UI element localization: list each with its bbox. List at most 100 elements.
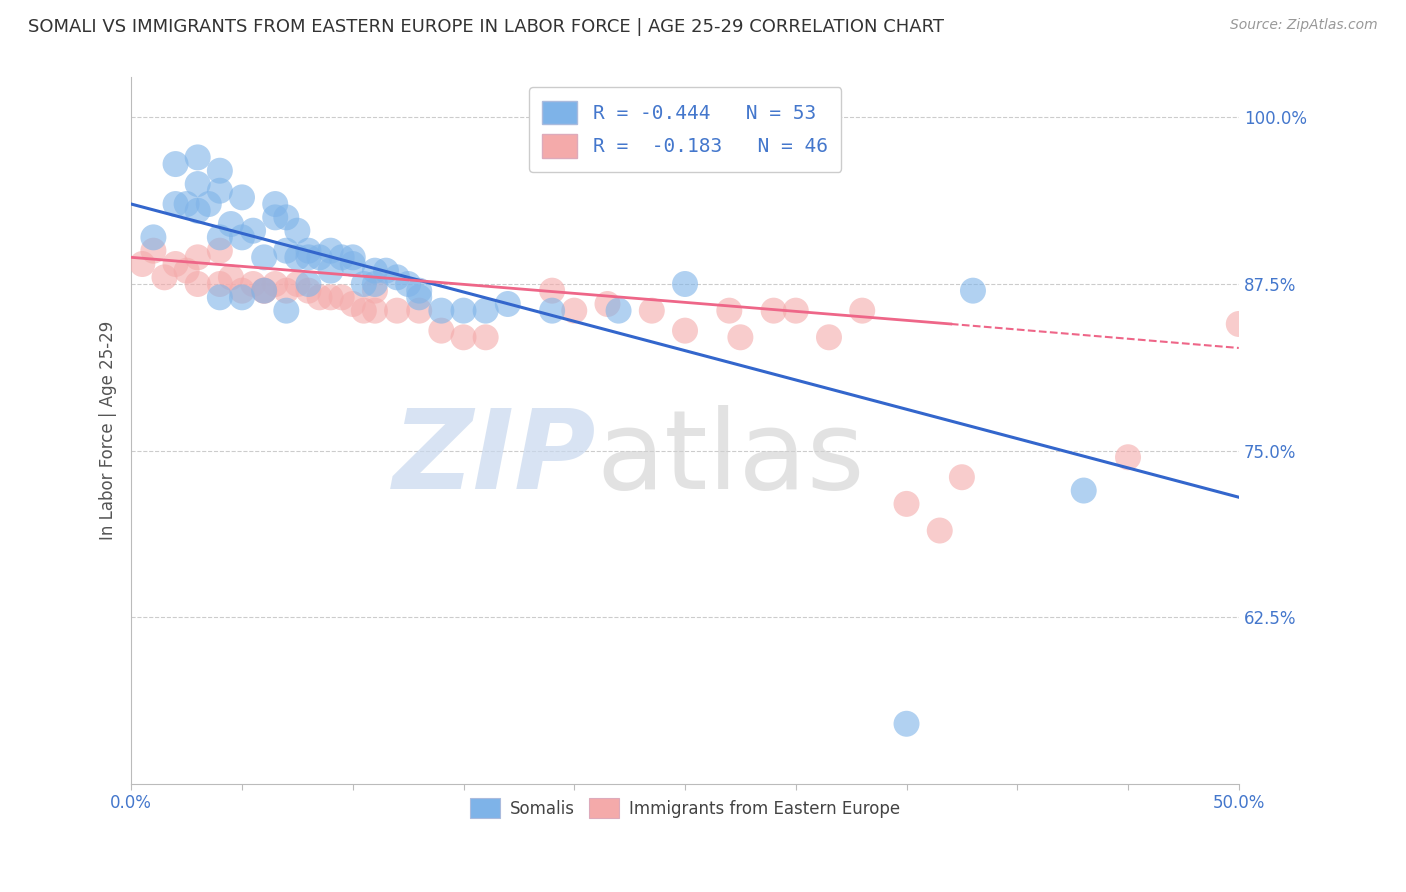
Point — [276, 303, 298, 318]
Point — [231, 290, 253, 304]
Point — [276, 244, 298, 258]
Point — [474, 330, 496, 344]
Point — [896, 497, 918, 511]
Point — [364, 277, 387, 291]
Point — [818, 330, 841, 344]
Point — [353, 277, 375, 291]
Point — [430, 324, 453, 338]
Point — [264, 211, 287, 225]
Point — [219, 270, 242, 285]
Point — [276, 284, 298, 298]
Point — [673, 277, 696, 291]
Point — [408, 290, 430, 304]
Point — [308, 251, 330, 265]
Point — [264, 277, 287, 291]
Point — [1227, 317, 1250, 331]
Point — [187, 177, 209, 191]
Text: Source: ZipAtlas.com: Source: ZipAtlas.com — [1230, 18, 1378, 32]
Point — [253, 284, 276, 298]
Point — [330, 290, 353, 304]
Point — [330, 251, 353, 265]
Point — [165, 257, 187, 271]
Point — [187, 251, 209, 265]
Point — [762, 303, 785, 318]
Point — [453, 303, 475, 318]
Point — [208, 230, 231, 244]
Point — [176, 197, 198, 211]
Point — [562, 303, 585, 318]
Point — [153, 270, 176, 285]
Legend: Somalis, Immigrants from Eastern Europe: Somalis, Immigrants from Eastern Europe — [464, 791, 907, 825]
Point — [453, 330, 475, 344]
Point — [297, 244, 319, 258]
Point — [242, 277, 264, 291]
Point — [718, 303, 741, 318]
Point — [264, 197, 287, 211]
Point — [253, 251, 276, 265]
Point — [673, 324, 696, 338]
Text: atlas: atlas — [596, 405, 865, 512]
Point — [385, 270, 408, 285]
Point — [950, 470, 973, 484]
Point — [319, 263, 342, 277]
Point — [928, 524, 950, 538]
Point — [607, 303, 630, 318]
Point — [430, 303, 453, 318]
Point — [408, 284, 430, 298]
Point — [342, 297, 364, 311]
Point — [142, 230, 165, 244]
Point — [297, 284, 319, 298]
Point — [165, 157, 187, 171]
Point — [187, 277, 209, 291]
Point — [308, 290, 330, 304]
Point — [730, 330, 752, 344]
Point — [297, 277, 319, 291]
Point — [219, 217, 242, 231]
Point — [1073, 483, 1095, 498]
Point — [364, 263, 387, 277]
Point — [242, 224, 264, 238]
Point — [851, 303, 873, 318]
Point — [253, 284, 276, 298]
Point — [596, 297, 619, 311]
Point — [319, 244, 342, 258]
Point — [187, 150, 209, 164]
Point — [253, 284, 276, 298]
Point — [962, 284, 984, 298]
Point — [287, 277, 309, 291]
Point — [342, 251, 364, 265]
Point — [208, 184, 231, 198]
Point — [287, 224, 309, 238]
Point — [208, 290, 231, 304]
Point — [364, 284, 387, 298]
Point — [641, 303, 664, 318]
Point — [474, 303, 496, 318]
Point — [197, 197, 219, 211]
Y-axis label: In Labor Force | Age 25-29: In Labor Force | Age 25-29 — [100, 321, 117, 541]
Point — [342, 257, 364, 271]
Point — [408, 303, 430, 318]
Text: ZIP: ZIP — [392, 405, 596, 512]
Point — [297, 251, 319, 265]
Point — [496, 297, 519, 311]
Text: SOMALI VS IMMIGRANTS FROM EASTERN EUROPE IN LABOR FORCE | AGE 25-29 CORRELATION : SOMALI VS IMMIGRANTS FROM EASTERN EUROPE… — [28, 18, 943, 36]
Point — [176, 263, 198, 277]
Point — [1116, 450, 1139, 465]
Point — [785, 303, 807, 318]
Point — [364, 303, 387, 318]
Point — [208, 277, 231, 291]
Point — [142, 244, 165, 258]
Point — [375, 263, 398, 277]
Point — [396, 277, 419, 291]
Point — [541, 284, 564, 298]
Point — [131, 257, 153, 271]
Point — [208, 244, 231, 258]
Point — [287, 251, 309, 265]
Point — [231, 190, 253, 204]
Point — [319, 290, 342, 304]
Point — [353, 303, 375, 318]
Point — [165, 197, 187, 211]
Point — [231, 284, 253, 298]
Point — [276, 211, 298, 225]
Point — [187, 203, 209, 218]
